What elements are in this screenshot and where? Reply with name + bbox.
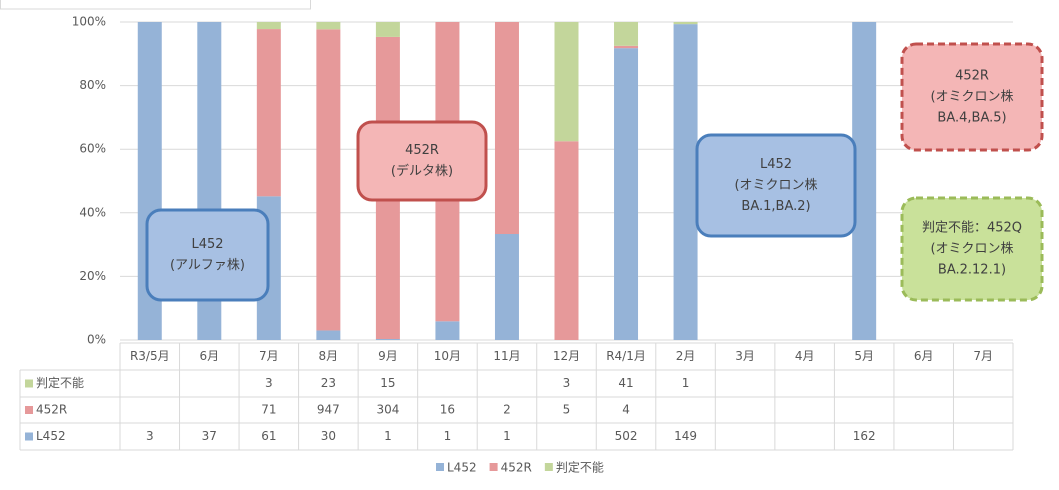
legend-label: 452R [501,461,532,475]
row-label: 判定不能 [36,375,84,390]
bar-segment [435,321,460,340]
bar-segment [614,45,639,49]
bar-segment [316,29,341,331]
callout-box [356,120,488,202]
x-tick-label: 8月 [319,349,339,363]
x-tick-label: 5月 [854,349,874,363]
callout-text: 判定不能：452Q [922,221,1022,236]
bar-segment [554,22,579,142]
callout: L452 (オミクロン株 BA.1,BA.2) [695,133,857,238]
table-value: 304 [376,403,399,417]
table-value: 37 [202,429,217,443]
callout-box [695,133,857,238]
y-tick-label: 0% [87,333,106,347]
y-tick-label: 100% [72,15,106,29]
x-tick-label: 3月 [735,349,755,363]
callout-text: 452R [405,143,439,158]
row-label: 452R [36,403,67,417]
bar-segment [614,22,639,46]
callout: 452R (デルタ株) [356,120,488,202]
table-value: 16 [440,403,455,417]
frame-fragment [0,0,311,10]
legend-key [544,463,553,471]
callout: L452 (アルファ株) [145,208,270,302]
callout-text: L452 [191,237,223,252]
callout-box [900,42,1044,152]
row-key [25,432,33,441]
bar-segment [256,29,281,197]
table-value: 1 [682,376,690,390]
legend-key [489,463,498,471]
bar-segment [316,330,341,340]
row-label: L452 [36,429,66,443]
y-tick-label: 20% [79,269,106,283]
x-tick-label: 12月 [553,349,580,363]
table-value: 3 [265,376,273,390]
table-value: 2 [503,403,511,417]
x-tick-label: R3/5月 [130,349,170,363]
bar-segment [673,24,698,341]
bar-segment [375,22,400,37]
callout-box [145,208,270,302]
callout-box [900,196,1044,302]
table-value: 15 [380,376,395,390]
callout-text: (オミクロン株 [930,90,1013,105]
table-value: 1 [384,429,392,443]
row-key [25,379,33,388]
table-value: 1 [444,429,452,443]
table-value: 61 [261,429,276,443]
table-value: 162 [853,429,876,443]
callout-text: (オミクロン株 [930,242,1013,257]
x-tick-label: 4月 [795,349,815,363]
callout-text: L452 [760,157,792,172]
table-value: 41 [618,376,633,390]
bar-segment [375,339,400,340]
callout-text: (アルファ株) [170,258,245,273]
bar-segment [316,22,341,30]
x-tick-label: 7月 [259,349,279,363]
table-value: 4 [622,403,630,417]
table-value: 149 [674,429,697,443]
legend-label: L452 [447,461,477,475]
bar-segment [614,48,639,340]
callout-text: (デルタ株) [391,163,453,179]
table-value: 3 [563,376,571,390]
x-tick-label: 6月 [914,349,934,363]
table-value: 30 [321,429,336,443]
callout: 452R (オミクロン株 BA.4,BA.5) [900,42,1044,152]
bar-segment [554,141,579,340]
table-value: 5 [563,403,571,417]
callout-text: 452R [955,69,989,84]
x-tick-label: 6月 [199,349,219,363]
table-value: 502 [615,429,638,443]
bar-segment [494,22,519,234]
x-tick-label: 9月 [378,349,398,363]
table-value: 947 [317,403,340,417]
table-value: 3 [146,429,154,443]
table-value: 71 [261,403,276,417]
callout-text: BA.1,BA.2) [741,199,810,214]
callout-text: (オミクロン株 [734,178,817,193]
y-tick-label: 80% [79,78,106,92]
legend-key [436,463,444,471]
x-tick-label: 10月 [434,349,461,363]
x-tick-label: R4/1月 [606,349,646,363]
bar-segment [673,22,698,25]
callout: 判定不能：452Q (オミクロン株 BA.2.12.1) [900,196,1044,302]
x-tick-label: 7月 [973,349,993,363]
y-tick-label: 40% [79,205,106,219]
table-value: 23 [321,376,336,390]
callout-text: BA.4,BA.5) [937,111,1006,126]
bar-segment [494,234,519,340]
table-value: 1 [503,429,511,443]
y-tick-label: 60% [79,142,106,156]
row-key [25,406,33,414]
x-tick-label: 2月 [676,349,696,363]
x-tick-label: 11月 [493,349,520,363]
callout-text: BA.2.12.1) [938,263,1006,278]
legend-label: 判定不能 [556,460,604,475]
bar-segment [256,22,281,30]
